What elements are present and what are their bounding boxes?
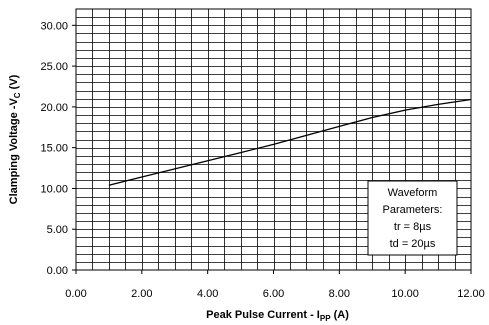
x-axis-title-unit: (A) xyxy=(331,309,350,321)
annotation-box xyxy=(367,180,458,256)
y-axis-title: Clamping Voltage -VC (V) xyxy=(8,74,22,204)
y-tick-label: 30.00 xyxy=(40,20,68,32)
x-tick-label: 0.00 xyxy=(65,288,86,300)
annotation-line: Waveform xyxy=(388,187,438,199)
x-tick-label: 4.00 xyxy=(197,288,218,300)
x-axis-title-subscript: PP xyxy=(320,314,331,323)
x-axis-title: Peak Pulse Current - IPP (A) xyxy=(206,309,349,323)
y-axis-title-unit: (V) xyxy=(8,74,20,92)
y-tick-label: 15.00 xyxy=(40,143,68,155)
y-tick-label: 10.00 xyxy=(40,183,68,195)
annotation-line: tr = 8µs xyxy=(394,221,432,233)
x-tick-label: 10.00 xyxy=(391,288,419,300)
y-tick-label: 25.00 xyxy=(40,61,68,73)
x-tick-label: 2.00 xyxy=(131,288,152,300)
annotation-line: Parameters: xyxy=(383,204,443,216)
x-tick-label: 8.00 xyxy=(329,288,350,300)
y-axis-title-main: Clamping Voltage -V xyxy=(8,98,20,205)
y-tick-label: 5.00 xyxy=(47,224,68,236)
x-axis-title-main: Peak Pulse Current - I xyxy=(206,309,320,321)
series-line xyxy=(108,98,472,186)
y-tick-label: 0.00 xyxy=(47,265,68,277)
x-tick-label: 6.00 xyxy=(263,288,284,300)
y-tick-label: 20.00 xyxy=(40,102,68,114)
annotation-line: td = 20µs xyxy=(390,238,436,250)
y-axis-title-subscript: C xyxy=(13,92,22,98)
waveform-annotation: Waveform Parameters: tr = 8µs td = 20µs xyxy=(367,180,458,256)
x-tick-label: 12.00 xyxy=(457,288,485,300)
y-axis-ticks: 0.00 5.00 10.00 15.00 20.00 25.00 30.00 xyxy=(40,20,76,277)
series-layer xyxy=(108,98,472,186)
x-axis-ticks: 0.00 2.00 4.00 6.00 8.00 10.00 12.00 xyxy=(65,270,485,300)
